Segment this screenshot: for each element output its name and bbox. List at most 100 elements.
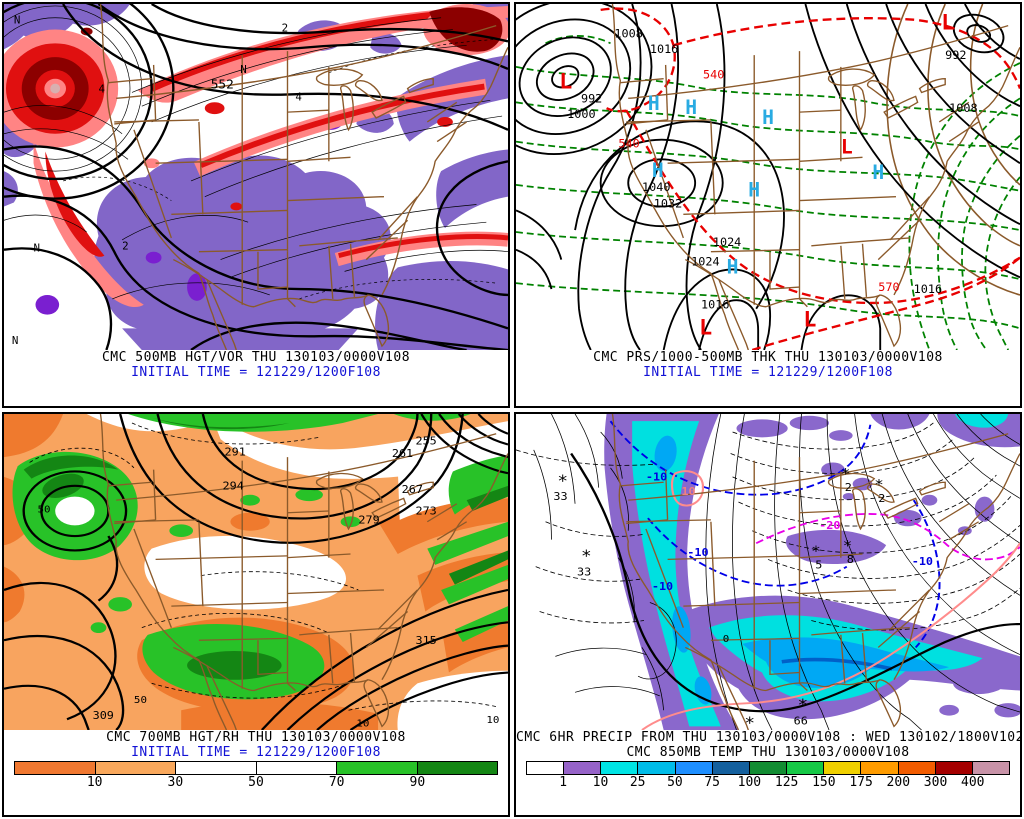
colorbar-segment xyxy=(935,762,973,774)
colorbar-tick-label: 1 xyxy=(559,775,568,790)
map-label: 1016 xyxy=(914,282,942,296)
precip-colorbar: 1 10 25 50 75 100 125 150 175 200 300 400 xyxy=(526,761,1010,790)
colorbar-segment xyxy=(638,762,676,774)
map-500mb-vorticity: 552 N N N N 4 2 4 2 xyxy=(4,4,508,350)
colorbar-segment xyxy=(15,762,96,774)
map-label: 261 xyxy=(392,448,414,460)
map-label: 2 xyxy=(878,492,885,504)
panel-700mb-humidity: 255 261 267 273 279 291 294 309 315 50 50 10 10 CMC … xyxy=(0,410,512,819)
colorbar-segment xyxy=(176,762,257,774)
map-label: 1008 xyxy=(614,26,642,40)
map-label: 10 xyxy=(486,714,499,725)
temp-contours-dashed xyxy=(516,422,1020,631)
map-label: 552 xyxy=(211,78,234,93)
map-label: 10 xyxy=(356,718,369,729)
map-label: 570 xyxy=(878,280,899,294)
panel-precip-850temp: -10 -10 -10 -10 -20 10 0 * 33 * 33 * 66 * * 2 * 2 * 5 * 8 CMC… xyxy=(512,410,1024,819)
map-label: 8 xyxy=(847,553,854,565)
map-label: 50 xyxy=(134,694,147,705)
colorbar-tick-label: 150 xyxy=(812,775,836,790)
map-label: H xyxy=(648,92,660,115)
map-label: -10 xyxy=(687,546,709,558)
map-label: L xyxy=(803,307,816,332)
colorbar-tick-label: 175 xyxy=(849,775,873,790)
rh-colorbar: 10 30 50 70 90 xyxy=(14,761,498,790)
panel-caption: CMC 500MB HGT/VOR THU 130103/0000V108 xyxy=(101,350,411,365)
map-label: N xyxy=(14,14,21,27)
colorbar xyxy=(526,761,1010,775)
panel-caption: CMC PRS/1000-500MB THK THU 130103/0000V1… xyxy=(593,350,943,365)
map-label: 255 xyxy=(415,435,436,447)
map-label: H xyxy=(652,159,664,182)
colorbar-tick-label: 50 xyxy=(667,775,683,790)
map-background xyxy=(516,4,1020,350)
temp-minus20-magenta-dashed xyxy=(755,513,1020,561)
colorbar-segment xyxy=(95,762,176,774)
panel-initial-time: INITIAL TIME = 121229/1200F108 xyxy=(643,365,893,380)
panel-caption-2: CMC 850MB TEMP THU 130103/0000V108 xyxy=(626,745,910,760)
map-label: 267 xyxy=(402,483,423,495)
map-label: 10 xyxy=(681,485,695,497)
map-label: 1040 xyxy=(642,180,670,194)
panel-caption: CMC 700MB HGT/RH THU 130103/0000V108 xyxy=(106,730,406,745)
colorbar-tick-label: 90 xyxy=(409,775,426,790)
map-label: 0 xyxy=(723,633,730,644)
vorticity-red-bands xyxy=(80,4,508,267)
map-label: 33 xyxy=(553,491,567,503)
map-label: 1024 xyxy=(713,235,741,249)
map-label: 2 xyxy=(282,22,289,35)
map-label: 992 xyxy=(581,91,602,105)
map-label: L xyxy=(559,70,572,95)
map-label: -10 xyxy=(646,471,668,483)
colorbar-tick-label: 75 xyxy=(704,775,720,790)
map-label: 309 xyxy=(93,710,115,722)
temp-plus-lines-pink xyxy=(641,470,1020,730)
map-label: -10 xyxy=(652,580,674,592)
map-label: * xyxy=(581,546,592,565)
map-label: N xyxy=(240,63,247,76)
map-label: 33 xyxy=(577,566,591,578)
map-label: * xyxy=(811,542,820,559)
colorbar-segment xyxy=(564,762,602,774)
isobars-black xyxy=(516,4,1020,350)
panel-initial-time: INITIAL TIME = 121229/1200F108 xyxy=(131,365,381,380)
colorbar-segment xyxy=(749,762,788,774)
map-label: L xyxy=(699,315,712,340)
map-label: 5 xyxy=(815,559,822,571)
map-label: 1016 xyxy=(701,298,729,312)
map-labels: 552 N N N N 4 2 4 2 xyxy=(12,14,302,347)
colorbar-segment xyxy=(861,762,899,774)
map-label: 1016 xyxy=(650,42,678,56)
map-label: L xyxy=(841,135,853,158)
colorbar-tick-label: 10 xyxy=(86,775,103,790)
temp-minus10-blue-dashed xyxy=(609,420,941,648)
map-label: 294 xyxy=(223,480,245,492)
map-label: 1032 xyxy=(654,196,682,210)
map-label: -10 xyxy=(912,555,934,567)
map-label: 4 xyxy=(295,90,302,103)
colorbar-tick-label: 10 xyxy=(592,775,609,790)
colorbar-tick-label: 200 xyxy=(886,775,911,790)
map-label: * xyxy=(744,713,755,730)
thickness-contours-green-dashed xyxy=(516,35,1020,350)
colorbar-tick-label: 70 xyxy=(328,775,345,790)
map-label: -20 xyxy=(819,519,841,531)
panel-500mb-vorticity: 552 N N N N 4 2 4 2 CMC 500MB HGT/VOR THU 130103… xyxy=(0,0,512,410)
vortex-dry-slot xyxy=(55,496,95,526)
map-label: 291 xyxy=(224,446,246,458)
colorbar-tick-label: 400 xyxy=(961,775,985,790)
panel-caption: CMC 6HR PRECIP FROM THU 130103/0000V108 … xyxy=(516,730,1022,745)
colorbar-labels: 1 10 25 50 75 100 125 150 175 200 300 400 xyxy=(526,775,1010,790)
colorbar-tick-label: 300 xyxy=(923,775,948,790)
height-contours-thick xyxy=(4,4,508,350)
thickness-contours-brown xyxy=(886,4,1020,296)
panel-surface-pressure-thickness: L 992 1000 1008 1016 540 540 H H H H 1040 1032 H H L 102… xyxy=(512,0,1024,410)
map-label: 992 xyxy=(945,48,966,62)
temp-zero-line-thick xyxy=(570,452,1020,713)
